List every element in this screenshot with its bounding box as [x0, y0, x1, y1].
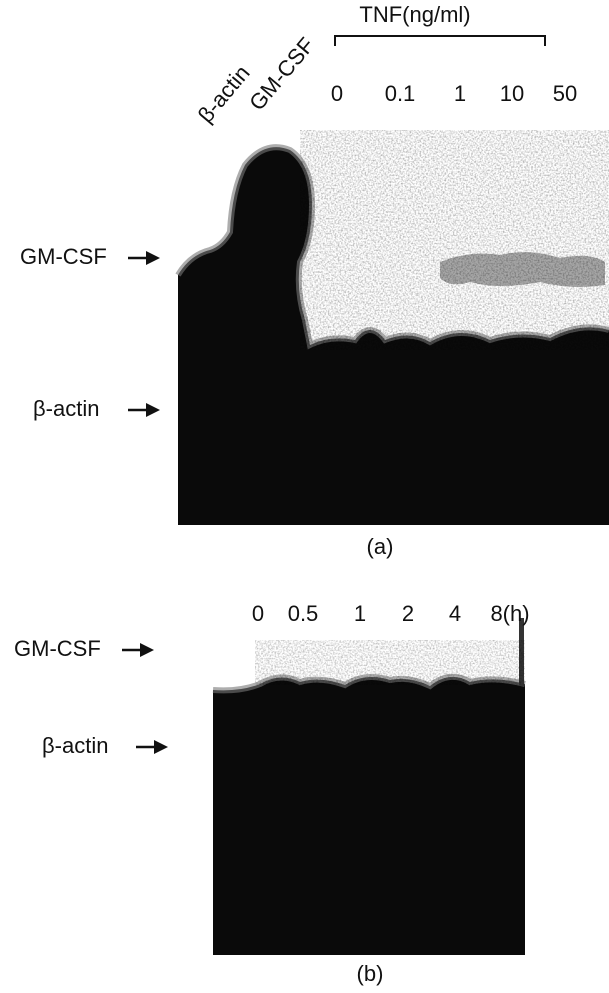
row-label: β-actin [42, 733, 108, 758]
row-marker: GM-CSF [14, 636, 154, 661]
dose-bracket [334, 35, 546, 46]
panel-caption: (a) [367, 534, 394, 559]
time-label: 8(h) [490, 601, 529, 626]
time-label: 0.5 [288, 601, 319, 626]
dose-labels: 0 0.1 1 10 50 [331, 81, 577, 106]
panel-caption: (b) [357, 961, 384, 986]
time-label: 2 [402, 601, 414, 626]
dose-label: 1 [454, 81, 466, 106]
lane-label: β-actin [193, 60, 255, 127]
time-label: 4 [449, 601, 461, 626]
dose-label: 0 [331, 81, 343, 106]
row-marker: GM-CSF [20, 244, 160, 269]
dose-label: 0.1 [385, 81, 416, 106]
blot-a [175, 130, 609, 525]
row-marker: β-actin [42, 733, 168, 758]
blot-a-grain [300, 130, 609, 350]
row-label: β-actin [33, 396, 99, 421]
dose-label: 50 [553, 81, 577, 106]
lane-label: GM-CSF [244, 33, 319, 116]
time-label: 0 [252, 601, 264, 626]
treatment-label: TNF(ng/ml) [359, 2, 470, 27]
row-label: GM-CSF [14, 636, 101, 661]
time-label: 1 [354, 601, 366, 626]
blot-b [212, 618, 526, 955]
row-label: GM-CSF [20, 244, 107, 269]
row-marker: β-actin [33, 396, 160, 421]
blot-a-dark [178, 147, 609, 525]
time-labels: 0 0.5 1 2 4 8(h) [252, 601, 530, 626]
blot-b-dark [213, 676, 525, 955]
blot-b-grain [255, 640, 525, 685]
dose-label: 10 [500, 81, 524, 106]
